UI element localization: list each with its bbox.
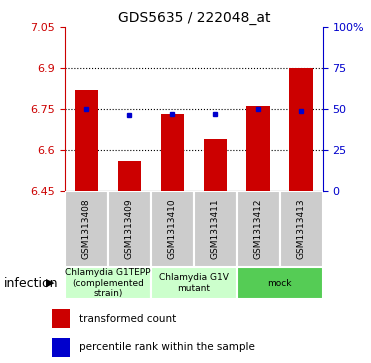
Text: ▶: ▶ xyxy=(46,278,55,288)
Bar xyxy=(65,191,108,267)
Bar xyxy=(237,191,280,267)
Bar xyxy=(237,267,323,299)
Bar xyxy=(75,90,98,191)
Bar xyxy=(118,161,141,191)
Bar xyxy=(52,338,70,356)
Bar xyxy=(151,267,237,299)
Text: GSM1313410: GSM1313410 xyxy=(168,198,177,259)
Text: GSM1313411: GSM1313411 xyxy=(211,198,220,259)
Text: Chlamydia G1TEPP
(complemented
strain): Chlamydia G1TEPP (complemented strain) xyxy=(65,268,151,298)
Title: GDS5635 / 222048_at: GDS5635 / 222048_at xyxy=(118,11,270,25)
Bar xyxy=(161,114,184,191)
Bar xyxy=(52,309,70,328)
Bar xyxy=(65,267,151,299)
Bar xyxy=(246,106,270,191)
Text: mock: mock xyxy=(267,279,292,287)
Text: GSM1313408: GSM1313408 xyxy=(82,198,91,259)
Text: GSM1313409: GSM1313409 xyxy=(125,198,134,259)
Bar xyxy=(280,191,323,267)
Bar xyxy=(151,191,194,267)
Text: Chlamydia G1V
mutant: Chlamydia G1V mutant xyxy=(159,273,229,293)
Bar xyxy=(108,191,151,267)
Text: percentile rank within the sample: percentile rank within the sample xyxy=(79,342,255,352)
Text: transformed count: transformed count xyxy=(79,314,176,323)
Text: GSM1313412: GSM1313412 xyxy=(254,199,263,259)
Text: GSM1313413: GSM1313413 xyxy=(297,198,306,259)
Bar xyxy=(204,139,227,191)
Bar xyxy=(289,68,313,191)
Text: infection: infection xyxy=(4,277,58,290)
Bar xyxy=(194,191,237,267)
